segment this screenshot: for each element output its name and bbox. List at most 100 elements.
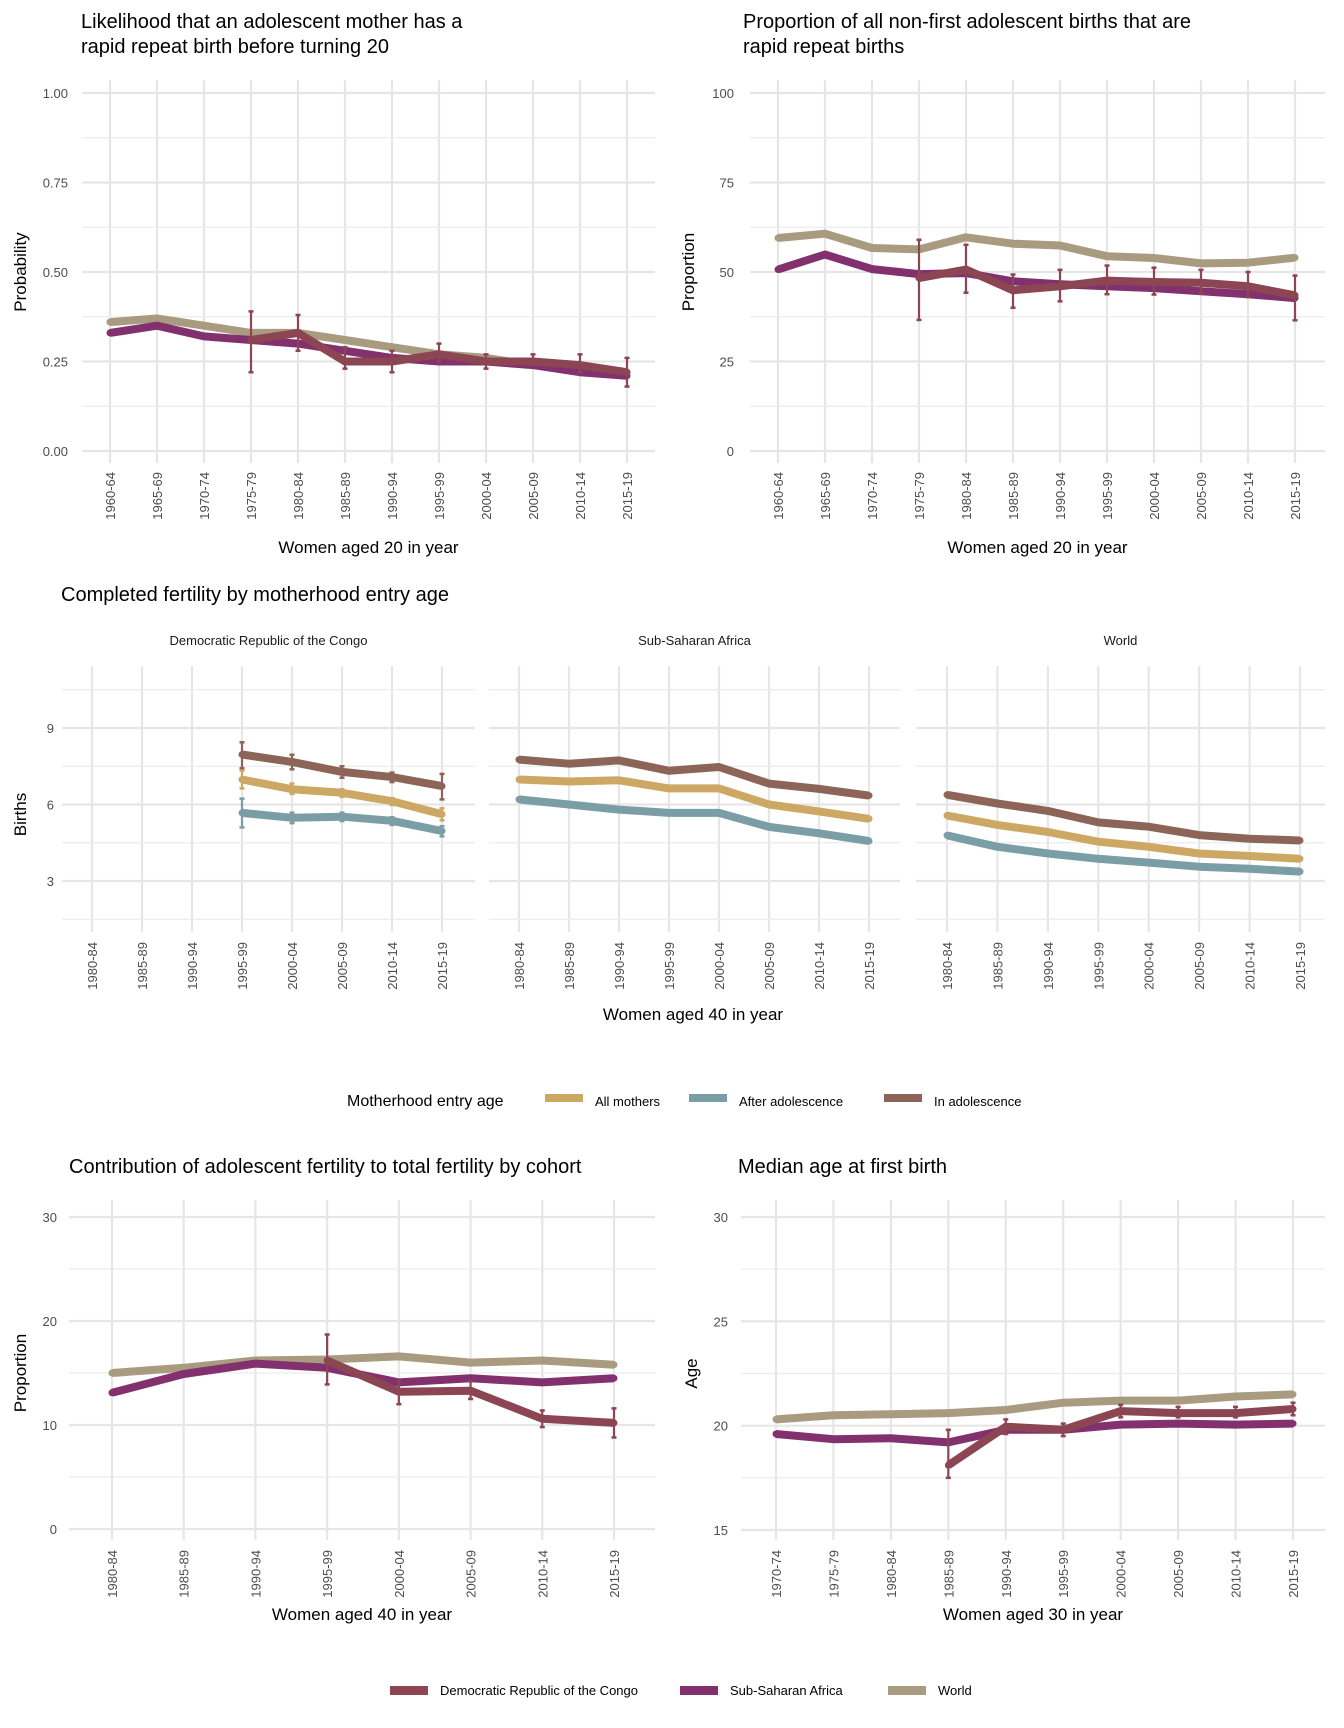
median-age-first-birth-xlabel: Women aged 30 in year [943,1605,1124,1624]
rapid-repeat-proportion-xlabel: Women aged 20 in year [947,538,1128,557]
median-age-first-birth-xtick-label: 1995-99 [1056,1550,1071,1598]
median-age-first-birth-point-world [1289,1390,1297,1398]
rapid-repeat-likelihood-point-sub-saharan-africa [153,322,161,330]
rapid-repeat-likelihood-point-democratic-republic-of-the-congo [341,358,349,365]
median-age-first-birth-point-democratic-republic-of-the-congo [1289,1405,1297,1413]
entry-age-legend: Motherhood entry age All mothers After a… [347,1093,1021,1110]
adolescent-contribution-ytick-label: 30 [43,1210,57,1225]
median-age-first-birth-ytick-label: 30 [714,1210,728,1225]
rapid-repeat-proportion-ytick-label: 100 [712,86,734,101]
rapid-repeat-likelihood-point-world [106,318,114,326]
median-age-first-birth-point-sub-saharan-africa [1117,1421,1125,1429]
facet-democratic-republic-of-the-congo-ytick-label: 3 [47,874,54,889]
median-age-first-birth-point-world [1059,1399,1067,1407]
median-age-first-birth-xtick-label: 1990-94 [999,1550,1014,1598]
facet-world-point-in-adolescence [993,799,1001,807]
median-age-first-birth-point-world [944,1409,952,1417]
rapid-repeat-likelihood-xtick-label: 2015-19 [620,472,635,520]
facet-world-point-in-adolescence [1246,835,1254,843]
median-age-first-birth-xtick-label: 1970-74 [769,1550,784,1598]
median-age-first-birth-point-world [1232,1392,1240,1400]
rapid-repeat-likelihood-point-democratic-republic-of-the-congo [623,368,631,376]
rapid-repeat-likelihood-xtick-label: 1965-69 [150,472,165,520]
median-age-first-birth-xtick-label: 2010-14 [1229,1550,1244,1598]
rapid-repeat-likelihood-xtick-label: 2005-09 [526,472,541,520]
adolescent-contribution-point-sub-saharan-africa [180,1370,188,1378]
facet-sub-saharan-africa-point-in-adolescence [765,780,773,788]
facet-democratic-republic-of-the-congo-ytick-label: 6 [47,798,54,813]
region-legend: Democratic Republic of the Congo Sub-Sah… [390,1683,972,1698]
median-age-first-birth-point-democratic-republic-of-the-congo [1117,1407,1125,1415]
facet-sub-saharan-africa-line-in-adolescence [518,755,870,800]
rapid-repeat-likelihood-ytick-label: 0.50 [43,265,68,280]
facet-world-line-after-adolescence [946,831,1301,876]
facet-democratic-republic-of-the-congo-point-after-adolescence [338,813,346,821]
rapid-repeat-proportion-point-democratic-republic-of-the-congo [1291,291,1299,299]
facet-world-point-after-adolescence [1094,855,1102,863]
adolescent-contribution-xtick-label: 1990-94 [248,1550,263,1598]
rapid-repeat-proportion-xtick-label: 1990-94 [1053,472,1068,520]
rapid-repeat-likelihood-point-democratic-republic-of-the-congo [294,329,302,337]
facet-world-point-all-mothers [1296,855,1304,863]
facet-sub-saharan-africa-point-all-mothers [665,784,673,792]
rapid-repeat-proportion-line-world [777,229,1296,268]
adolescent-contribution-ylabel: Proportion [11,1334,30,1412]
rapid-repeat-likelihood-point-sub-saharan-africa [200,332,208,340]
facet-sub-saharan-africa-point-in-adolescence [815,785,823,793]
median-age-first-birth-point-democratic-republic-of-the-congo [1232,1409,1240,1417]
facet-democratic-republic-of-the-congo-point-after-adolescence [438,827,446,835]
rapid-repeat-likelihood-point-democratic-republic-of-the-congo [529,358,537,365]
rapid-repeat-proportion-point-world [1009,240,1017,248]
facet-world-point-in-adolescence [943,791,951,799]
rapid-repeat-proportion-xtick-label: 1975-79 [912,472,927,520]
facet-sub-saharan-africa-xtick-label: 2005-09 [762,942,777,990]
median-age-first-birth-point-democratic-republic-of-the-congo [1059,1426,1067,1434]
facet-sub-saharan-africa-point-all-mothers [865,815,873,823]
adolescent-contribution-xtick-label: 1980-84 [105,1550,120,1598]
adolescent-contribution-ytick-label: 0 [50,1522,57,1537]
rapid-repeat-proportion-point-democratic-republic-of-the-congo [915,274,923,282]
facet-world-point-in-adolescence [1094,818,1102,826]
rapid-repeat-likelihood-point-democratic-republic-of-the-congo [576,361,584,369]
facet-democratic-republic-of-the-congo-point-all-mothers [388,797,396,805]
rapid-repeat-proportion-point-democratic-republic-of-the-congo [1244,282,1252,290]
facet-world-point-in-adolescence [1195,831,1203,839]
legend-swatch-drc [390,1686,428,1695]
rapid-repeat-proportion-xtick-label: 2005-09 [1194,472,1209,520]
facet-world-point-after-adolescence [1145,859,1153,867]
rapid-repeat-proportion-point-democratic-republic-of-the-congo [1103,277,1111,285]
facet-sub-saharan-africa-point-in-adolescence [515,756,523,764]
facet-sub-saharan-africa-point-after-adolescence [715,809,723,817]
facet-world-point-all-mothers [1094,838,1102,846]
median-age-first-birth-point-democratic-republic-of-the-congo [944,1461,952,1469]
completed-fertility-title: Completed fertility by motherhood entry … [61,584,449,606]
facet-sub-saharan-africa-point-in-adolescence [715,763,723,771]
rapid-repeat-proportion-ytick-label: 75 [720,176,734,191]
facet-world-xtick-label: 2015-19 [1293,942,1308,990]
facet-sub-saharan-africa-point-after-adolescence [865,837,873,845]
median-age-first-birth-title: Median age at first birth [738,1156,947,1178]
facet-sub-saharan-africa-point-after-adolescence [565,801,573,808]
legend-swatch-ssa [680,1686,718,1695]
rapid-repeat-proportion-xtick-label: 1970-74 [865,472,880,520]
facet-democratic-republic-of-the-congo-point-in-adolescence [338,768,346,776]
facet-world-point-in-adolescence [1044,807,1052,815]
adolescent-contribution-point-sub-saharan-africa [610,1374,618,1382]
median-age-first-birth-xtick-label: 2005-09 [1171,1550,1186,1598]
adolescent-contribution-xlabel: Women aged 40 in year [272,1605,453,1624]
rapid-repeat-proportion-ytick-label: 0 [727,444,734,459]
rapid-repeat-proportion-point-world [868,244,876,252]
rapid-repeat-proportion-xtick-label: 1960-64 [771,472,786,520]
adolescent-contribution-title: Contribution of adolescent fertility to … [69,1156,582,1178]
rapid-repeat-proportion-point-world [821,230,829,238]
rapid-repeat-proportion-ylabel: Proportion [679,233,698,311]
facet-world-line-all-mothers [946,811,1301,863]
completed-fertility-xlabel: Women aged 40 in year [603,1005,784,1024]
rapid-repeat-proportion-title: rapid repeat births [743,36,904,58]
facet-sub-saharan-africa-line-after-adolescence [518,795,870,845]
facet-sub-saharan-africa-line-all-mothers [518,775,870,823]
median-age-first-birth-point-sub-saharan-africa [887,1434,895,1442]
rapid-repeat-proportion-point-world [774,234,782,242]
median-age-first-birth-point-world [772,1415,780,1423]
rapid-repeat-likelihood-xtick-label: 1970-74 [197,472,212,520]
